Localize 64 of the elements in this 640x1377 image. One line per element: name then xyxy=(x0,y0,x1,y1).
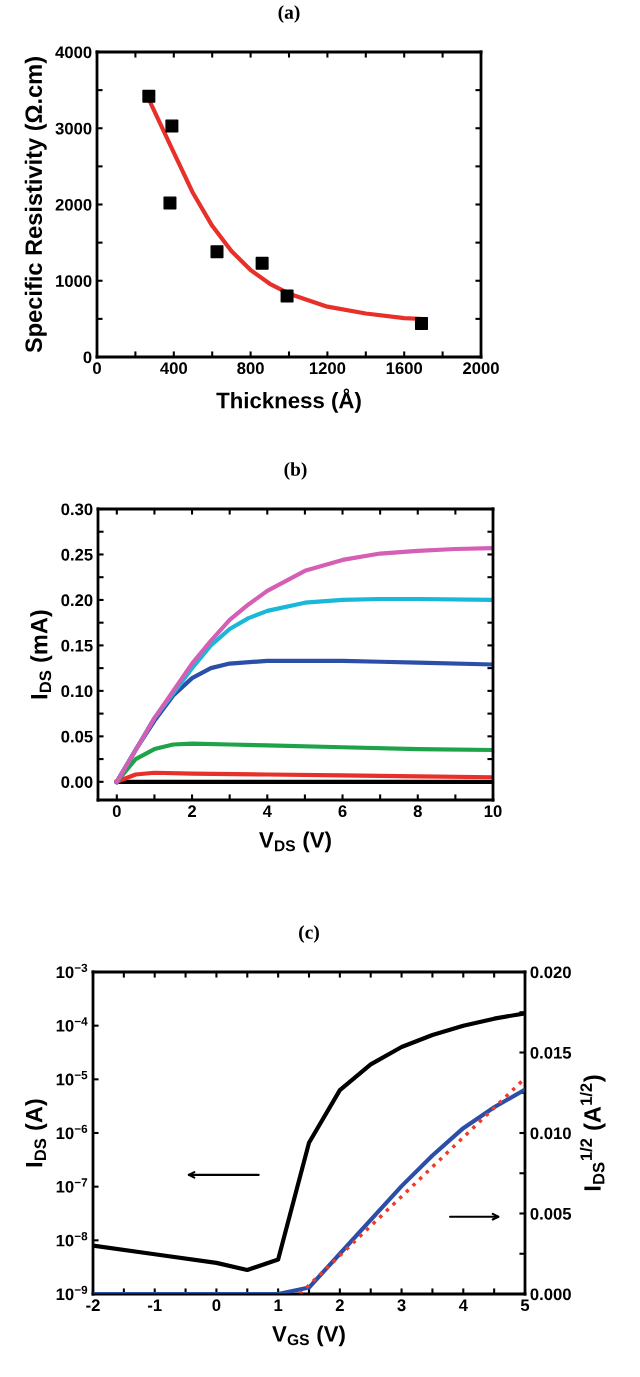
y-tick-label: 10$^{−4}$ xyxy=(56,1017,88,1032)
y-tick-label: 10$^{−9}$ xyxy=(56,1285,88,1301)
y-axis-title: I$_{DS}$ (mA) xyxy=(30,610,53,699)
x-tick-label: 2 xyxy=(187,805,197,817)
x-axis-title: Thickness (Å) xyxy=(216,388,361,413)
y-tick-label: 0.30 xyxy=(61,503,93,516)
line-series xyxy=(114,546,493,784)
y-tick-label: 2000 xyxy=(55,198,92,211)
y2-tick-label: 0.020 xyxy=(530,966,571,979)
y-tick-label: 3000 xyxy=(55,122,92,135)
x-tick-label: -2 xyxy=(86,1299,100,1311)
y-tick-label: 0.00 xyxy=(61,776,93,789)
x-tick-label: 1 xyxy=(274,1299,283,1311)
y-tick-label: 0.15 xyxy=(61,639,93,652)
x-tick-label: 0 xyxy=(212,1299,221,1312)
chart-title: (b) xyxy=(284,462,307,480)
x-tick-label: 400 xyxy=(160,362,188,375)
x-tick-label: 0 xyxy=(112,805,121,818)
point xyxy=(280,289,294,303)
y-tick-label: 0.20 xyxy=(61,594,93,607)
point xyxy=(163,196,177,210)
x-tick-label: 2 xyxy=(335,1299,344,1311)
x-tick-label: 1600 xyxy=(386,362,423,375)
y2-axis-title: I$_{DS}$$^{1/2}$ (A$^{1/2}$) xyxy=(579,1075,606,1191)
line-series xyxy=(114,770,493,784)
x-tick-label: 6 xyxy=(338,805,347,818)
chart-title: (a) xyxy=(278,5,300,23)
point xyxy=(142,89,156,103)
x-tick-label: 10 xyxy=(484,805,502,818)
x-tick-label: 5 xyxy=(520,1299,530,1312)
x-tick-label: 800 xyxy=(237,362,264,375)
point xyxy=(165,119,179,133)
x-axis-title: V$_{GS}$ (V) xyxy=(272,1325,345,1347)
x-tick-label: 0 xyxy=(93,362,101,375)
y-tick-label: 4000 xyxy=(55,46,92,59)
y-tick-label: 10$^{−5}$ xyxy=(56,1071,88,1086)
point xyxy=(210,245,224,259)
x-tick-label: -1 xyxy=(147,1299,162,1311)
point xyxy=(255,256,269,270)
y-tick-label: 0.10 xyxy=(61,685,93,698)
line-series xyxy=(114,741,493,784)
y-tick-label: 10$^{−8}$ xyxy=(56,1232,88,1247)
chart-title: (c) xyxy=(299,925,319,943)
x-tick-label: 1200 xyxy=(309,362,346,375)
y-axis-title: Specific Resistivity (Ω.cm) xyxy=(24,57,47,353)
x-tick-label: 4 xyxy=(262,805,272,817)
y-tick-label: 0.25 xyxy=(61,548,93,561)
y-tick-label: 10$^{−6}$ xyxy=(56,1124,88,1140)
x-tick-label: 8 xyxy=(413,805,422,818)
y2-tick-label: 0.010 xyxy=(530,1127,571,1140)
x-tick-label: 2000 xyxy=(463,362,499,375)
y-tick-label: 10$^{−7}$ xyxy=(56,1178,88,1193)
x-tick-label: 3 xyxy=(397,1299,406,1312)
y2-tick-label: 0.000 xyxy=(530,1288,571,1301)
y-tick-label: 0.05 xyxy=(61,730,93,743)
y2-tick-label: 0.005 xyxy=(530,1207,572,1220)
x-tick-label: 4 xyxy=(458,1299,468,1311)
y-tick-label: 0 xyxy=(83,351,92,364)
y2-tick-label: 0.015 xyxy=(530,1046,572,1059)
y-axis-title: I$_{DS}$ (A) xyxy=(25,1099,48,1167)
y-tick-label: 1000 xyxy=(56,275,92,287)
point xyxy=(414,316,428,330)
y-tick-label: 10$^{−3}$ xyxy=(56,963,88,979)
x-axis-title: V$_{DS}$ (V) xyxy=(259,831,331,853)
